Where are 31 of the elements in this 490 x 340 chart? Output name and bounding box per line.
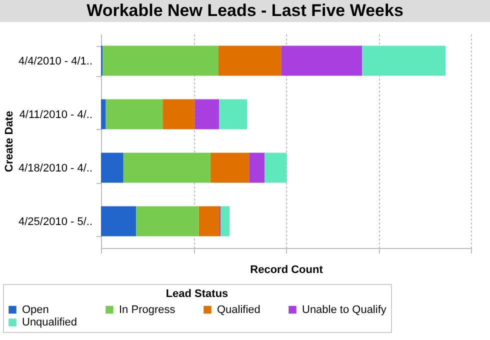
legend-label: In Progress [119,304,176,316]
y-tick-label: 4/18/2010 - 4/.. [18,162,92,174]
bar [101,152,124,183]
bar [220,206,230,236]
bar [123,152,211,183]
y-tick-label: 4/11/2010 - 4/.. [19,108,92,121]
bar [264,152,287,183]
y-axis-title: Create Date [4,110,16,172]
bar [362,46,446,76]
bar [281,46,362,76]
bar [136,206,199,236]
bar [106,99,163,130]
legend-label: Open [22,304,49,316]
y-tick-label: 4/4/2010 - 4/1.. [18,55,92,68]
bar [101,99,106,130]
legend-label: Qualified [217,304,260,316]
chart-title: Workable New Leads - Last Five Weeks [0,0,490,22]
legend-label: Unable to Qualify [302,304,387,316]
bar [210,152,250,183]
bar [102,46,218,76]
y-tick-label: 4/25/2010 - 5/.. [18,216,92,228]
x-axis-title: Record Count [250,264,324,276]
bar [194,99,220,130]
legend-title: Lead Status [166,288,228,300]
bar [249,152,265,183]
bar [218,46,282,76]
bar [101,206,136,236]
bar [162,99,195,130]
bar [219,99,248,130]
legend-label: Unqualified [22,316,78,328]
bar [198,206,220,236]
